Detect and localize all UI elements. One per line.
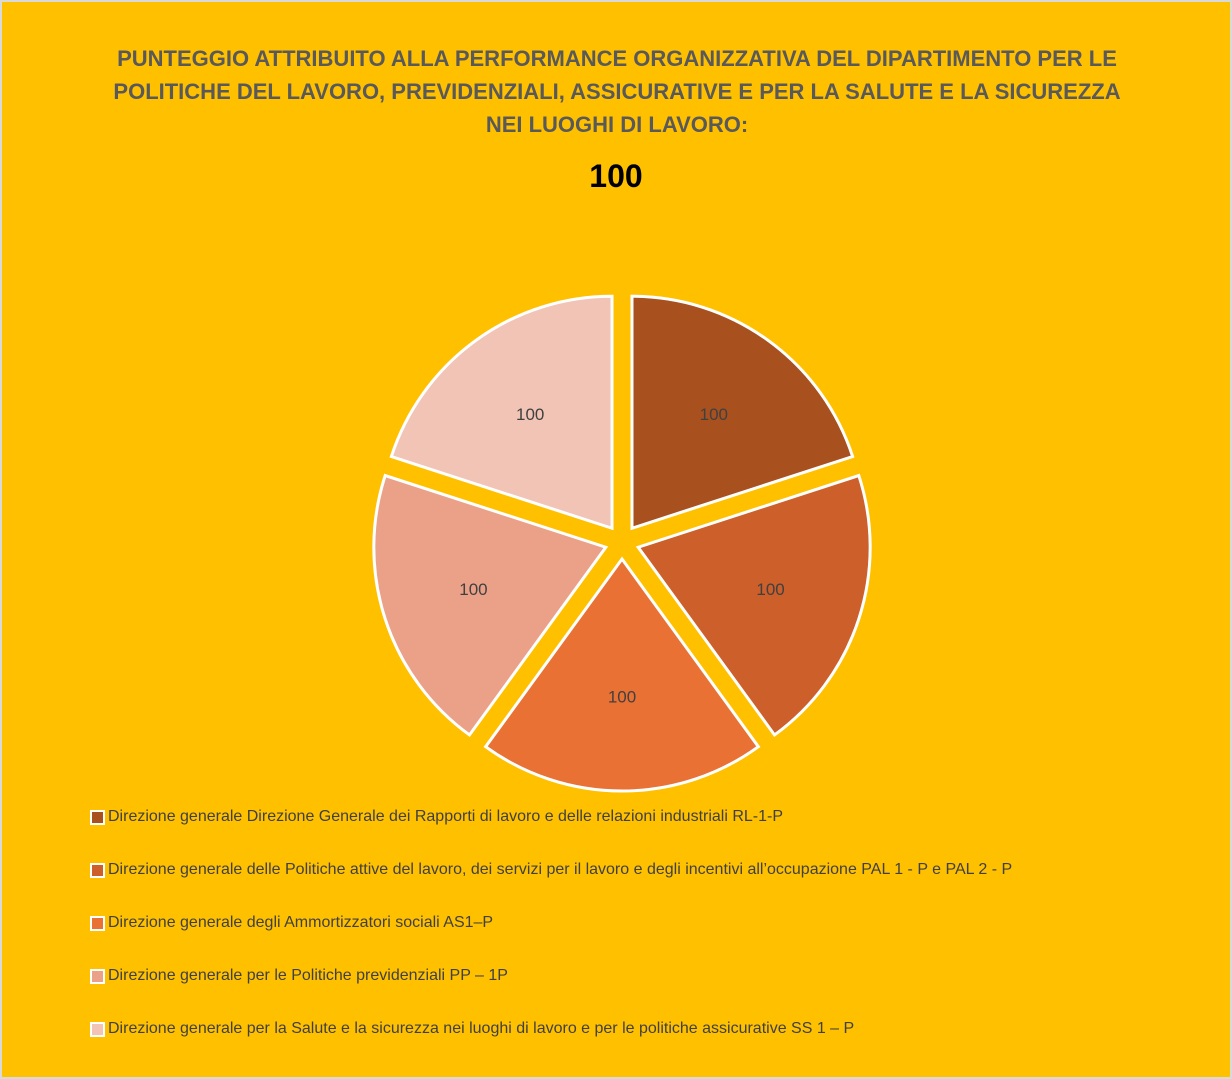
legend-item: Direzione generale per le Politiche prev… bbox=[90, 967, 1190, 1020]
legend-label: Direzione generale degli Ammortizzatori … bbox=[108, 914, 494, 931]
legend-swatch bbox=[90, 916, 105, 931]
chart-subtitle: 100 bbox=[589, 158, 643, 194]
data-label: 100 bbox=[459, 580, 487, 599]
data-label: 100 bbox=[700, 405, 728, 424]
legend-swatch bbox=[90, 810, 105, 825]
pie-slice bbox=[635, 473, 872, 738]
legend-item: Direzione generale Direzione Generale de… bbox=[90, 808, 1190, 861]
legend-label: Direzione generale per le Politiche prev… bbox=[108, 967, 508, 984]
legend-label: Direzione generale delle Politiche attiv… bbox=[108, 861, 1013, 878]
pie-slice bbox=[372, 473, 609, 738]
legend-swatch bbox=[90, 863, 105, 878]
pie-slice bbox=[630, 294, 855, 531]
legend-swatch bbox=[90, 1022, 105, 1037]
pie-slice bbox=[389, 294, 614, 531]
legend-item: Direzione generale degli Ammortizzatori … bbox=[90, 914, 1190, 967]
pie-slice bbox=[483, 556, 761, 793]
legend-label: Direzione generale per la Salute e la si… bbox=[108, 1020, 855, 1037]
legend-item: Direzione generale per la Salute e la si… bbox=[90, 1020, 1190, 1073]
legend-swatch bbox=[90, 969, 105, 984]
data-label: 100 bbox=[516, 405, 544, 424]
legend-label: Direzione generale Direzione Generale de… bbox=[108, 808, 784, 825]
data-label: 100 bbox=[756, 580, 784, 599]
data-label: 100 bbox=[608, 688, 636, 707]
legend-item: Direzione generale delle Politiche attiv… bbox=[90, 861, 1190, 914]
chart-title: PUNTEGGIO ATTRIBUITO ALLA PERFORMANCE OR… bbox=[113, 46, 1121, 137]
legend: Direzione generale Direzione Generale de… bbox=[90, 808, 1190, 1073]
